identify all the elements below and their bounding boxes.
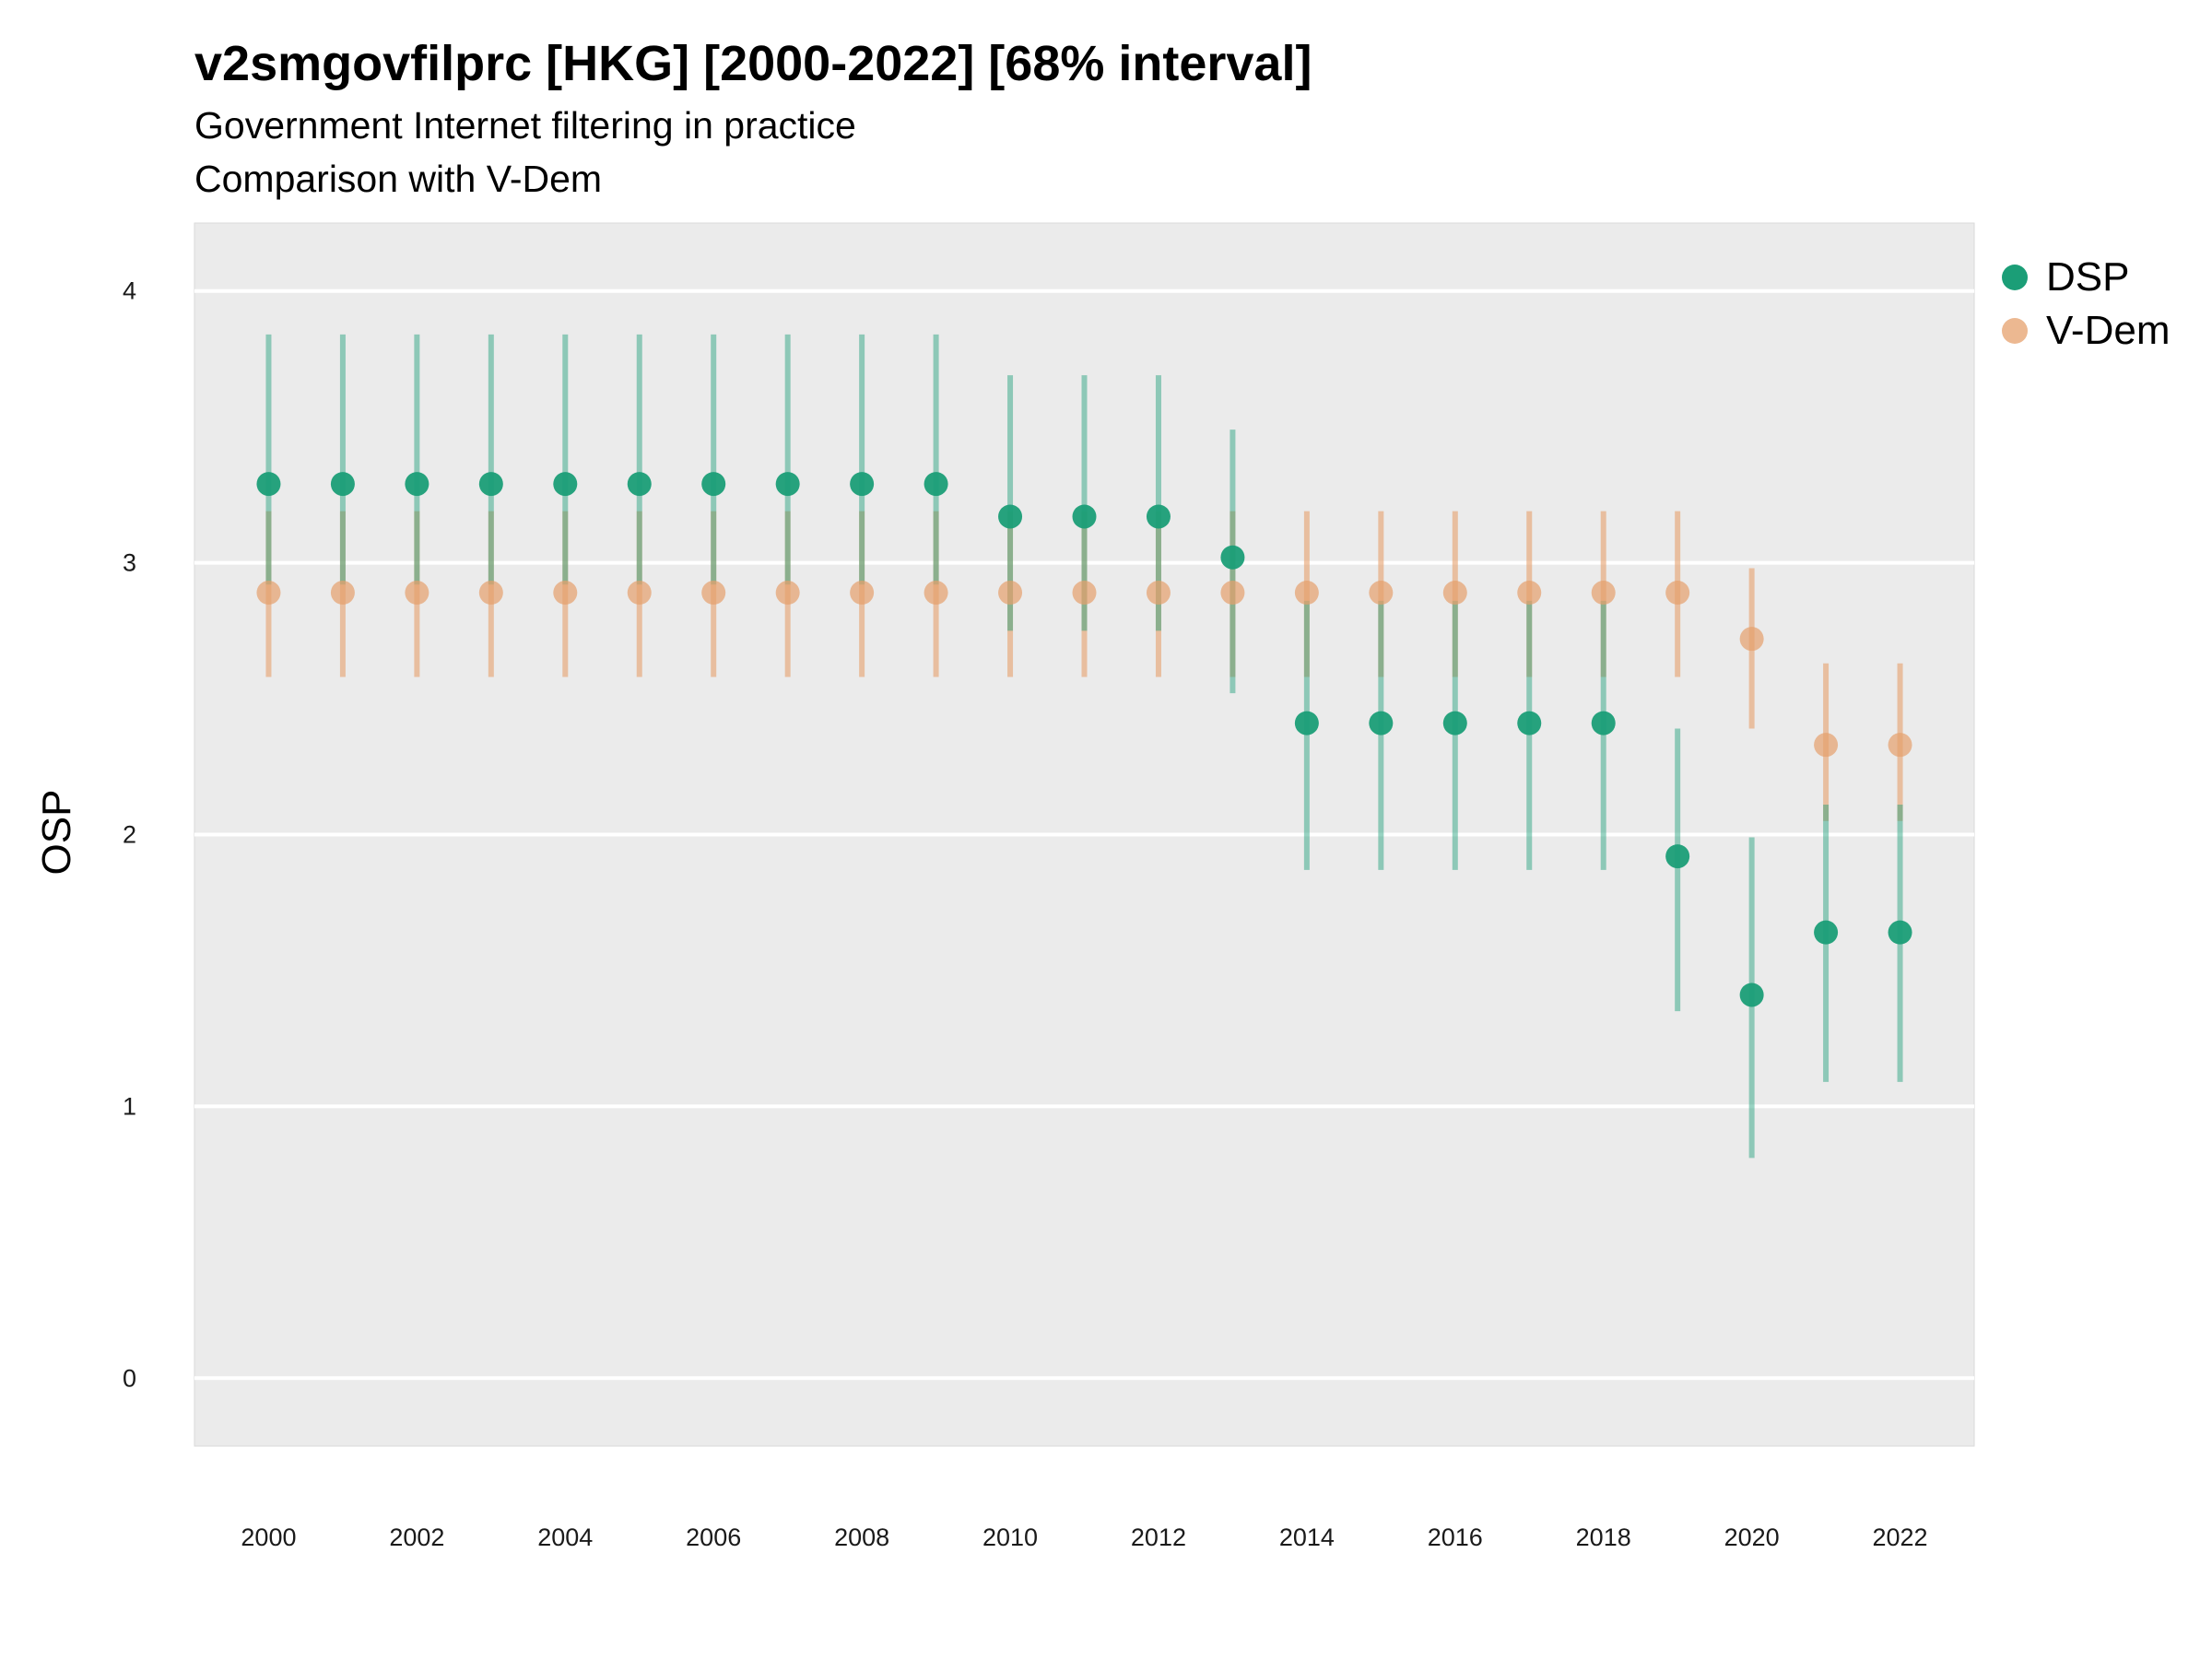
x-tick-label: 2014 [1279, 1524, 1335, 1551]
y-axis-ticks: 0 1 2 3 4 [123, 277, 136, 1393]
point-dsp [1369, 711, 1394, 735]
y-tick-label: 4 [123, 277, 136, 305]
point-vdem [1888, 733, 1912, 758]
point-vdem [1591, 581, 1616, 606]
point-dsp [1517, 711, 1542, 735]
point-dsp [478, 472, 503, 497]
point-vdem [1294, 581, 1319, 606]
legend-label-vdem: V-Dem [2046, 308, 2171, 353]
point-vdem [1146, 581, 1171, 606]
point-vdem [1739, 627, 1764, 652]
x-tick-label: 2008 [834, 1524, 889, 1551]
point-dsp [998, 504, 1023, 529]
chart-subtitle: Government Internet filtering in practic… [194, 104, 856, 147]
point-vdem [998, 581, 1023, 606]
point-dsp [627, 472, 652, 497]
point-vdem [1220, 581, 1245, 606]
x-tick-label: 2006 [686, 1524, 741, 1551]
point-dsp [775, 472, 800, 497]
point-vdem [627, 581, 652, 606]
legend-label-dsp: DSP [2046, 254, 2130, 300]
x-tick-label: 2000 [241, 1524, 296, 1551]
x-tick-label: 2022 [1873, 1524, 1928, 1551]
point-dsp [1814, 920, 1839, 945]
point-dsp [1665, 844, 1690, 869]
chart-title: v2smgovfilprc [HKG] [2000-2022] [68% int… [194, 36, 1312, 91]
point-vdem [701, 581, 726, 606]
x-tick-label: 2004 [537, 1524, 593, 1551]
point-dsp [256, 472, 281, 497]
point-vdem [478, 581, 503, 606]
x-tick-label: 2016 [1428, 1524, 1483, 1551]
y-tick-label: 2 [123, 821, 136, 849]
points-vdem [256, 581, 1912, 758]
x-axis-ticks: 2000 2002 2004 2006 2008 2010 2012 2014 2016 2018… [241, 1524, 1927, 1551]
point-dsp [330, 472, 355, 497]
point-dsp [1739, 982, 1764, 1007]
point-vdem [924, 581, 948, 606]
y-tick-label: 3 [123, 549, 136, 577]
point-dsp [1888, 920, 1912, 945]
point-vdem [405, 581, 429, 606]
point-vdem [1442, 581, 1467, 606]
point-vdem [553, 581, 578, 606]
legend: DSP V-Dem [2002, 251, 2170, 358]
y-tick-label: 0 [123, 1364, 136, 1392]
point-dsp [553, 472, 578, 497]
point-vdem [330, 581, 355, 606]
legend-item-vdem: V-Dem [2002, 304, 2170, 358]
points-dsp [256, 472, 1912, 1007]
point-dsp [924, 472, 948, 497]
legend-item-dsp: DSP [2002, 251, 2170, 304]
x-tick-label: 2020 [1724, 1524, 1780, 1551]
y-tick-label: 1 [123, 1092, 136, 1120]
x-tick-label: 2012 [1131, 1524, 1186, 1551]
legend-marker-dsp [2002, 265, 2028, 290]
point-dsp [701, 472, 726, 497]
legend-marker-vdem [2002, 318, 2028, 344]
chart-caption: Comparison with V-Dem [194, 158, 603, 200]
point-vdem [775, 581, 800, 606]
point-vdem [1369, 581, 1394, 606]
data-series [256, 334, 1912, 1159]
point-dsp [1220, 545, 1245, 570]
point-dsp [1146, 504, 1171, 529]
point-vdem [256, 581, 281, 606]
point-dsp [1591, 711, 1616, 735]
point-vdem [1814, 733, 1839, 758]
x-tick-label: 2018 [1576, 1524, 1631, 1551]
point-dsp [850, 472, 875, 497]
point-vdem [1072, 581, 1097, 606]
x-tick-label: 2002 [389, 1524, 444, 1551]
point-vdem [850, 581, 875, 606]
point-dsp [405, 472, 429, 497]
point-dsp [1442, 711, 1467, 735]
point-dsp [1072, 504, 1097, 529]
point-dsp [1294, 711, 1319, 735]
series-dsp [265, 334, 1903, 1159]
point-vdem [1665, 581, 1690, 606]
point-vdem [1517, 581, 1542, 606]
x-tick-label: 2010 [982, 1524, 1038, 1551]
